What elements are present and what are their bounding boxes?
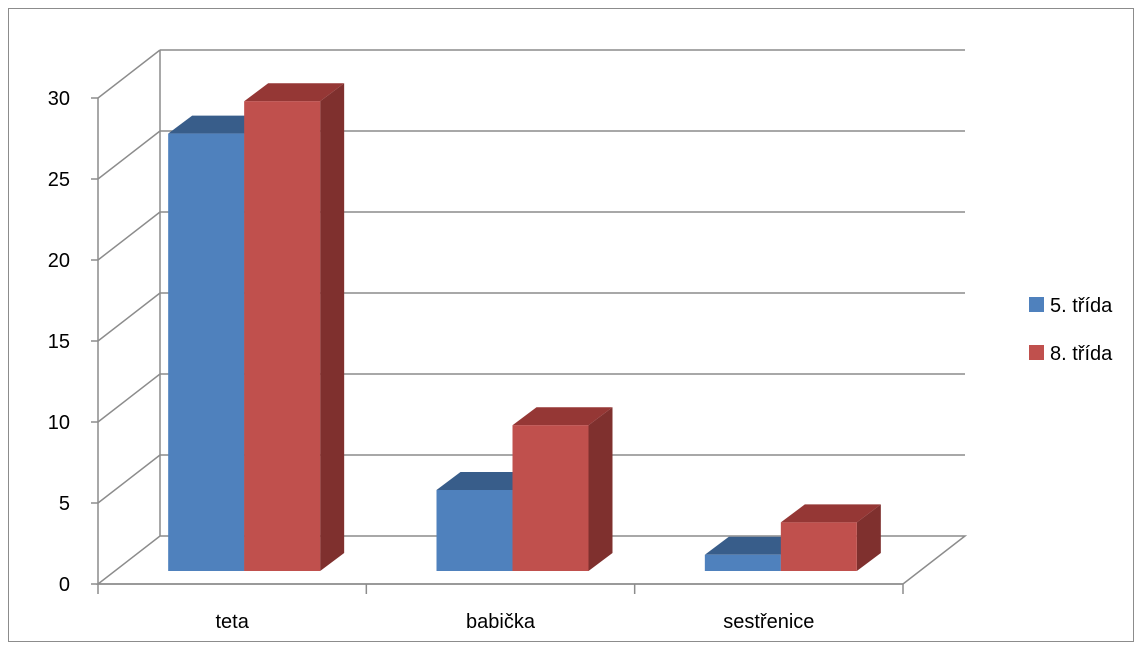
legend-swatch	[1029, 297, 1044, 312]
side-gridline	[97, 49, 161, 99]
y-tick-label: 25	[48, 169, 70, 191]
legend-label: 8. třída	[1050, 343, 1113, 365]
bar-front	[780, 522, 857, 571]
side-gridline	[97, 211, 161, 261]
bar-top	[780, 504, 881, 523]
bar-front	[704, 554, 781, 571]
legend: 5. třída 8. třída	[1029, 295, 1113, 365]
legend-swatch	[1029, 345, 1044, 360]
bar	[244, 83, 345, 571]
bar-side	[320, 83, 345, 571]
x-tick-label: teta	[215, 611, 249, 633]
y-tick-label: 5	[59, 493, 70, 515]
bar-top	[704, 536, 805, 555]
bar	[780, 504, 881, 571]
y-tick-label: 20	[48, 250, 70, 272]
x-tick-label: babička	[466, 611, 536, 633]
y-tick-label: 30	[48, 88, 70, 110]
bar-front	[436, 490, 513, 571]
bar-top	[436, 472, 537, 490]
legend-item: 8. třída	[1029, 343, 1113, 365]
legend-item: 5. třída	[1029, 295, 1113, 317]
side-gridline	[97, 373, 161, 423]
x-axis: teta babička sestřenice	[97, 583, 904, 633]
legend-label: 5. třída	[1050, 295, 1113, 317]
x-tick-label: sestřenice	[723, 611, 814, 633]
y-tick-label: 15	[48, 331, 70, 353]
bars	[168, 83, 881, 571]
bar-top	[244, 83, 345, 102]
y-tick-label: 0	[59, 574, 70, 596]
side-gridline	[97, 454, 161, 504]
bar-front	[512, 425, 589, 571]
y-tick-label: 10	[48, 412, 70, 434]
side-gridline	[97, 130, 161, 180]
bar	[512, 407, 613, 571]
bar-side	[588, 407, 613, 571]
side-gridline	[97, 292, 161, 342]
bar-front	[244, 101, 321, 571]
bar-side	[856, 504, 881, 571]
y-axis: 0 5 10 15 20 25 30	[48, 88, 99, 596]
bar-top	[512, 407, 613, 426]
bar-top	[168, 115, 269, 134]
bar-front	[168, 133, 245, 571]
